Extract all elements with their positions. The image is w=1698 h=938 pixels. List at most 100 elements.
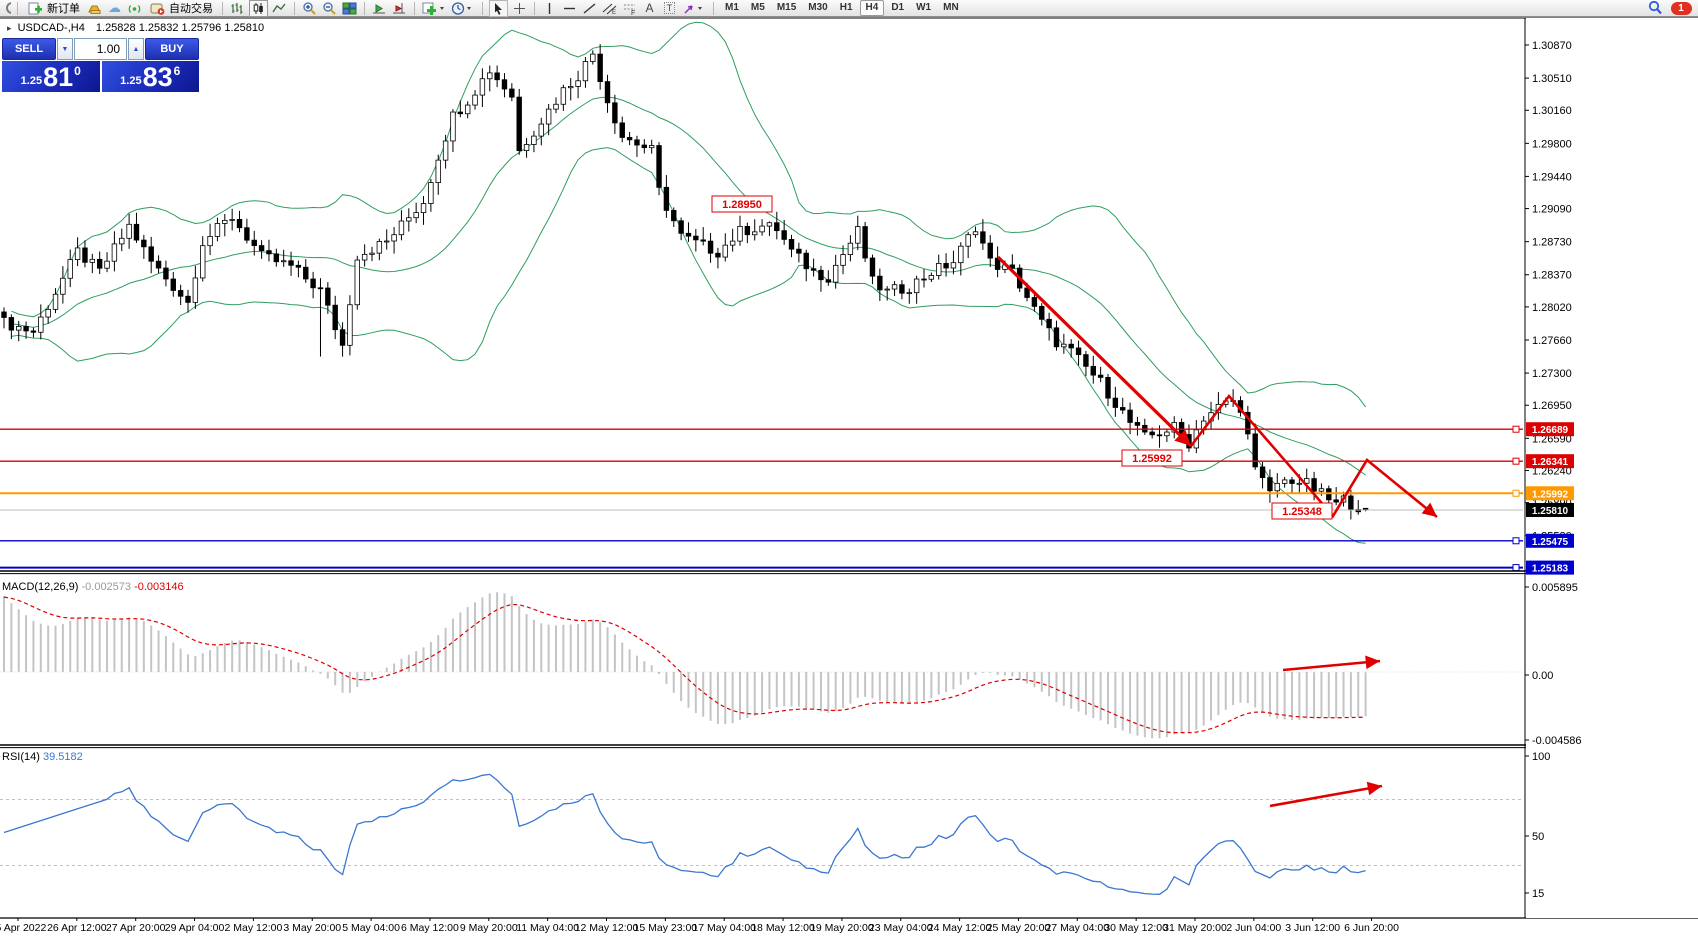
search-icon[interactable]: [1646, 0, 1663, 16]
candle-body: [869, 257, 876, 277]
sell-price-display[interactable]: 1.25 81 0: [2, 61, 100, 92]
auto-scroll-icon[interactable]: [371, 1, 388, 16]
candle-body: [82, 247, 88, 263]
periods-clock-icon[interactable]: [450, 1, 476, 16]
level-price-badge[interactable]: [1526, 560, 1574, 575]
price-callout-box[interactable]: [711, 195, 773, 213]
volume-decrease-button[interactable]: ▼: [57, 38, 73, 60]
trendline-tool-icon[interactable]: [581, 1, 598, 16]
vertical-line-tool-icon[interactable]: [541, 1, 558, 16]
candle-body: [884, 288, 890, 291]
annotation-arrowhead[interactable]: [1174, 429, 1191, 446]
line-chart-type-icon[interactable]: [271, 1, 288, 16]
cloud-icon[interactable]: ☁: [108, 0, 121, 15]
timeframe-h1-button[interactable]: H1: [839, 2, 853, 13]
text-label-tool-icon[interactable]: T: [661, 1, 678, 16]
equidistant-channel-tool-icon[interactable]: E: [601, 1, 618, 16]
timeframe-m1-button[interactable]: M1: [725, 2, 739, 13]
timeframe-w1-button[interactable]: W1: [916, 2, 932, 13]
crosshair-tool-icon[interactable]: [511, 1, 528, 16]
macd-signal-line[interactable]: [3, 596, 1366, 734]
timeframe-m30-button[interactable]: M30: [808, 2, 828, 13]
volume-input[interactable]: 1.00: [73, 38, 128, 60]
bollinger-lower-band[interactable]: [11, 147, 1366, 544]
candle-body: [16, 326, 22, 331]
current-price-badge[interactable]: [1526, 502, 1574, 517]
candlestick-chart-type-icon[interactable]: [249, 0, 268, 17]
arrows-tool-icon[interactable]: [681, 1, 707, 16]
candle-body: [200, 245, 206, 279]
level-line-anchor[interactable]: [1512, 537, 1520, 545]
candle-body: [192, 277, 199, 303]
candle-body: [729, 240, 736, 246]
candle-body: [406, 217, 412, 222]
new-chart-icon[interactable]: [421, 1, 447, 16]
tile-windows-icon[interactable]: [341, 1, 358, 16]
zoom-in-icon[interactable]: [301, 1, 318, 16]
chart-marker-icon: ▸: [7, 23, 12, 33]
candle-body: [972, 231, 979, 236]
buy-price-display[interactable]: 1.25 83 6: [101, 61, 199, 92]
level-line-anchor[interactable]: [1512, 564, 1520, 572]
auto-trading-button[interactable]: 自动交易: [146, 1, 216, 16]
candle-body: [693, 235, 699, 241]
level-line-anchor[interactable]: [1512, 489, 1520, 497]
level-price-badge[interactable]: [1526, 454, 1574, 469]
bollinger-upper-band[interactable]: [11, 21, 1366, 408]
bollinger-middle-band[interactable]: [11, 96, 1366, 476]
date-axis-label: 6 Jun 20:00: [1344, 922, 1399, 934]
candle-body: [560, 87, 567, 105]
chart-shift-icon[interactable]: [391, 1, 408, 16]
fibonacci-tool-icon[interactable]: F: [621, 1, 638, 16]
timeframe-d1-button[interactable]: D1: [891, 2, 905, 13]
candle-body: [67, 259, 73, 279]
candle-body: [244, 227, 250, 241]
annotation-arrow[interactable]: [1269, 784, 1383, 808]
buy-button[interactable]: BUY: [144, 38, 199, 60]
new-order-button[interactable]: 新订单: [24, 1, 83, 16]
level-price-badge[interactable]: [1526, 486, 1574, 501]
annotation-arrow[interactable]: [1189, 393, 1438, 519]
level-line-anchor[interactable]: [1512, 425, 1520, 433]
zoom-out-icon[interactable]: [321, 1, 338, 16]
sell-button[interactable]: SELL: [2, 38, 57, 60]
timeframe-m5-button[interactable]: M5: [750, 2, 765, 13]
notifications-icon[interactable]: 1: [1666, 1, 1696, 16]
cursor-tool-icon[interactable]: [489, 0, 508, 17]
volume-increase-button[interactable]: ▲: [128, 38, 144, 60]
current-price-badge-label: 1.25810: [1532, 506, 1569, 517]
annotation-arrowhead[interactable]: [1366, 781, 1382, 796]
candle-body: [575, 80, 581, 87]
annotation-arrow[interactable]: [1282, 659, 1381, 672]
timeframe-m15-button[interactable]: M15: [776, 2, 797, 13]
price-axis-tick: 1.29440: [1532, 171, 1572, 183]
date-axis-label: 17 May 04:00: [692, 922, 756, 934]
macd-histogram: [3, 592, 1367, 739]
candle-body: [1068, 343, 1074, 349]
price-callout-box[interactable]: [1271, 502, 1333, 520]
candle-body: [384, 240, 390, 243]
rsi-line[interactable]: [3, 773, 1366, 895]
annotation-arrow[interactable]: [996, 255, 1193, 448]
timeframe-mn-button[interactable]: MN: [943, 2, 959, 13]
candle-body: [472, 94, 478, 106]
annotation-arrowhead[interactable]: [1421, 502, 1437, 517]
candle-body: [1267, 477, 1273, 492]
candle-body: [781, 230, 787, 240]
bar-chart-type-icon[interactable]: [229, 1, 246, 16]
level-line-anchor[interactable]: [1512, 457, 1520, 465]
price-callout-box[interactable]: [1121, 449, 1183, 467]
candle-body: [545, 108, 552, 125]
candle-body: [141, 239, 147, 248]
level-price-badge[interactable]: [1526, 533, 1574, 548]
annotation-arrowhead[interactable]: [1365, 655, 1380, 670]
horizontal-line-tool-icon[interactable]: [561, 1, 578, 16]
text-tool-icon[interactable]: A: [645, 1, 654, 15]
market-watch-icon[interactable]: [86, 1, 103, 16]
level-price-badge[interactable]: [1526, 422, 1574, 437]
timeframe-h4-button[interactable]: H4: [859, 0, 885, 16]
rsi-axis-tick: 15: [1532, 888, 1544, 900]
buy-price-big: 83: [142, 62, 173, 92]
signal-icon[interactable]: [126, 1, 143, 16]
